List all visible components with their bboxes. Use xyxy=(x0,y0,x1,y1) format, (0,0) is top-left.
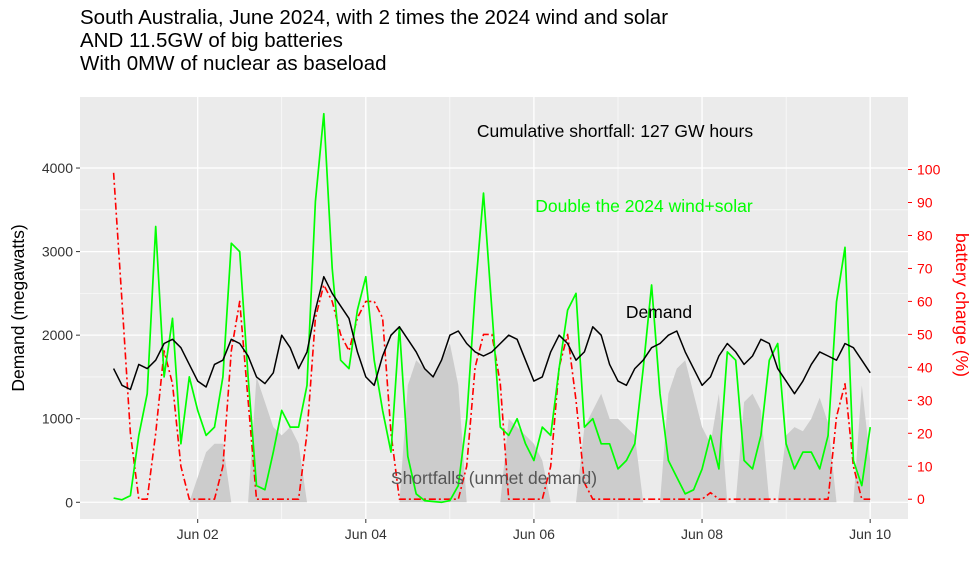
battery-charge-line xyxy=(112,172,871,501)
x-tick-label: Jun 02 xyxy=(177,526,219,542)
y2-tick-label: 20 xyxy=(917,425,933,441)
title-line-1: South Australia, June 2024, with 2 times… xyxy=(80,6,669,29)
y2-tick-label: 60 xyxy=(917,293,933,309)
y2-tick-label: 100 xyxy=(917,162,941,178)
y2-axis-label: battery charge (%) xyxy=(952,233,972,377)
shortfall-area xyxy=(113,343,871,503)
annotation-cumulative: Cumulative shortfall: 127 GW hours xyxy=(477,121,753,141)
y2-tick-label: 80 xyxy=(917,227,933,243)
shortfall-area-layer xyxy=(113,343,871,503)
y-tick-label: 3000 xyxy=(42,244,73,260)
y2-tick-label: 10 xyxy=(917,458,933,474)
y2-tick-label: 0 xyxy=(917,491,925,507)
y-axis-label: Demand (megawatts) xyxy=(8,224,28,391)
chart-title: South Australia, June 2024, with 2 times… xyxy=(80,6,668,75)
annotation-wind-solar: Double the 2024 wind+solar xyxy=(535,196,753,216)
x-tick-label: Jun 04 xyxy=(345,526,387,542)
title-line-3: With 0MW of nuclear as baseload xyxy=(80,52,387,75)
y-tick-label: 1000 xyxy=(42,411,73,427)
title-line-2: AND 11.5GW of big batteries xyxy=(80,29,343,52)
annotation-demand: Demand xyxy=(626,302,692,322)
x-tick-label: Jun 06 xyxy=(513,526,555,542)
y2-tick-label: 70 xyxy=(917,260,933,276)
annotation-shortfalls: Shortfalls (unmet demand) xyxy=(391,468,597,488)
x-tick-label: Jun 10 xyxy=(849,526,891,542)
y-tick-label: 2000 xyxy=(42,327,73,343)
y-tick-label: 0 xyxy=(65,494,73,510)
y2-tick-label: 50 xyxy=(917,326,933,342)
wind-solar-line xyxy=(113,112,872,504)
y2-tick-label: 30 xyxy=(917,392,933,408)
y2-tick-label: 90 xyxy=(917,195,933,211)
y-tick-label: 4000 xyxy=(42,160,73,176)
x-tick-label: Jun 08 xyxy=(681,526,723,542)
y2-tick-label: 40 xyxy=(917,359,933,375)
series-lines-layer xyxy=(112,112,872,504)
demand-line xyxy=(112,275,871,395)
